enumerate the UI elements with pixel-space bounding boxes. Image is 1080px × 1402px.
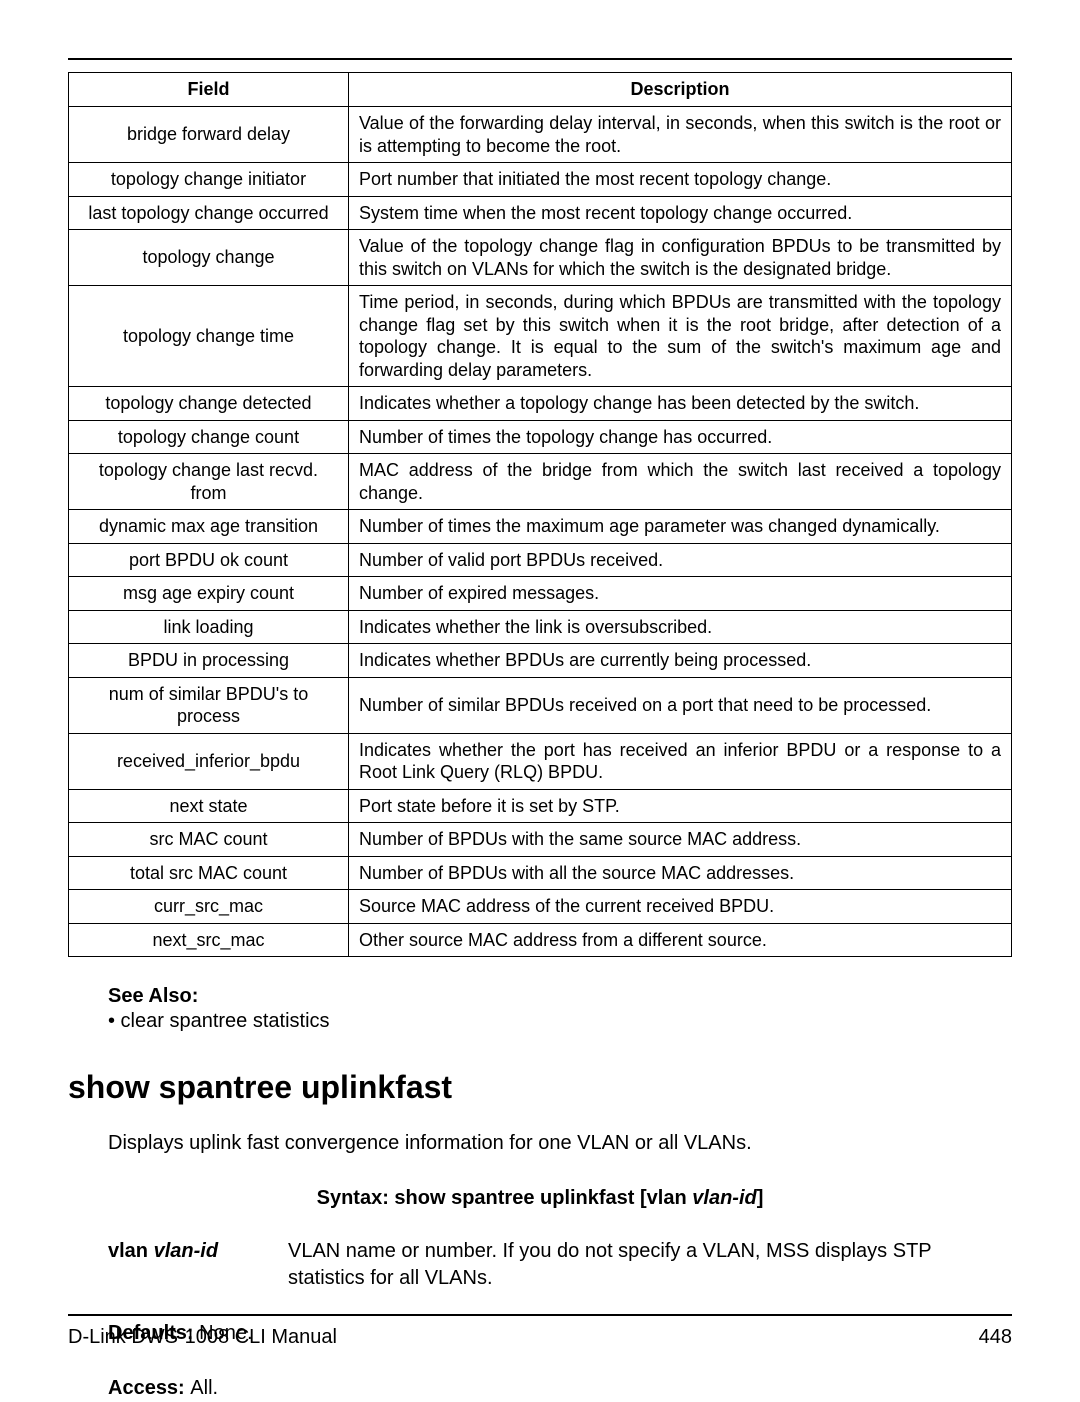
- field-description-table: Field Description bridge forward delayVa…: [68, 72, 1012, 957]
- table-row: num of similar BPDU's to processNumber o…: [69, 677, 1012, 733]
- description-cell: Port number that initiated the most rece…: [349, 163, 1012, 197]
- description-cell: Number of valid port BPDUs received.: [349, 543, 1012, 577]
- header-description: Description: [349, 73, 1012, 107]
- access-line: Access: All.: [108, 1375, 1012, 1402]
- table-row: received_inferior_bpduIndicates whether …: [69, 733, 1012, 789]
- command-description: Displays uplink fast convergence informa…: [108, 1130, 1012, 1157]
- table-row: topology change last recvd. fromMAC addr…: [69, 454, 1012, 510]
- table-row: topology changeValue of the topology cha…: [69, 230, 1012, 286]
- field-cell: total src MAC count: [69, 856, 349, 890]
- field-cell: msg age expiry count: [69, 577, 349, 611]
- description-cell: Number of BPDUs with the same source MAC…: [349, 823, 1012, 857]
- table-row: link loadingIndicates whether the link i…: [69, 610, 1012, 644]
- field-cell: topology change time: [69, 286, 349, 387]
- description-cell: Value of the topology change flag in con…: [349, 230, 1012, 286]
- table-row: last topology change occurredSystem time…: [69, 196, 1012, 230]
- parameter-row: vlan vlan-id VLAN name or number. If you…: [108, 1238, 1012, 1292]
- table-row: topology change countNumber of times the…: [69, 420, 1012, 454]
- description-cell: Port state before it is set by STP.: [349, 789, 1012, 823]
- syntax-prefix: Syntax: show spantree uplinkfast [vlan: [317, 1187, 693, 1209]
- description-cell: Number of times the maximum age paramete…: [349, 510, 1012, 544]
- description-cell: Indicates whether the port has received …: [349, 733, 1012, 789]
- field-cell: port BPDU ok count: [69, 543, 349, 577]
- see-also-section: See Also: • clear spantree statistics: [108, 985, 1012, 1033]
- field-cell: topology change detected: [69, 387, 349, 421]
- field-cell: dynamic max age transition: [69, 510, 349, 544]
- description-cell: Other source MAC address from a differen…: [349, 923, 1012, 957]
- command-heading: show spantree uplinkfast: [68, 1069, 1012, 1106]
- description-cell: Value of the forwarding delay interval, …: [349, 107, 1012, 163]
- access-value: All.: [190, 1377, 218, 1399]
- table-row: src MAC countNumber of BPDUs with the sa…: [69, 823, 1012, 857]
- description-cell: MAC address of the bridge from which the…: [349, 454, 1012, 510]
- syntax-line: Syntax: show spantree uplinkfast [vlan v…: [68, 1187, 1012, 1210]
- footer-rule: [68, 1314, 1012, 1316]
- description-cell: Indicates whether BPDUs are currently be…: [349, 644, 1012, 678]
- field-cell: topology change count: [69, 420, 349, 454]
- parameter-description: VLAN name or number. If you do not speci…: [288, 1238, 1012, 1292]
- footer-page-number: 448: [979, 1326, 1012, 1349]
- field-cell: next_src_mac: [69, 923, 349, 957]
- field-cell: next state: [69, 789, 349, 823]
- field-cell: src MAC count: [69, 823, 349, 857]
- field-cell: topology change initiator: [69, 163, 349, 197]
- table-row: topology change timeTime period, in seco…: [69, 286, 1012, 387]
- page-footer: D-Link DWS-1008 CLI Manual 448: [68, 1314, 1012, 1349]
- table-row: next_src_macOther source MAC address fro…: [69, 923, 1012, 957]
- field-cell: num of similar BPDU's to process: [69, 677, 349, 733]
- table-row: topology change initiatorPort number tha…: [69, 163, 1012, 197]
- access-label: Access:: [108, 1377, 190, 1399]
- field-cell: link loading: [69, 610, 349, 644]
- description-cell: Indicates whether a topology change has …: [349, 387, 1012, 421]
- top-rule: [68, 58, 1012, 60]
- table-row: curr_src_macSource MAC address of the cu…: [69, 890, 1012, 924]
- table-row: total src MAC countNumber of BPDUs with …: [69, 856, 1012, 890]
- see-also-title: See Also:: [108, 985, 1012, 1008]
- field-cell: topology change last recvd. from: [69, 454, 349, 510]
- description-cell: System time when the most recent topolog…: [349, 196, 1012, 230]
- table-row: dynamic max age transitionNumber of time…: [69, 510, 1012, 544]
- description-cell: Source MAC address of the current receiv…: [349, 890, 1012, 924]
- description-cell: Indicates whether the link is oversubscr…: [349, 610, 1012, 644]
- field-cell: topology change: [69, 230, 349, 286]
- param-name-italic: vlan-id: [154, 1240, 218, 1262]
- description-cell: Time period, in seconds, during which BP…: [349, 286, 1012, 387]
- see-also-item: • clear spantree statistics: [108, 1010, 1012, 1033]
- table-row: topology change detectedIndicates whethe…: [69, 387, 1012, 421]
- description-cell: Number of times the topology change has …: [349, 420, 1012, 454]
- table-header-row: Field Description: [69, 73, 1012, 107]
- field-cell: bridge forward delay: [69, 107, 349, 163]
- field-cell: received_inferior_bpdu: [69, 733, 349, 789]
- table-row: port BPDU ok countNumber of valid port B…: [69, 543, 1012, 577]
- table-row: next statePort state before it is set by…: [69, 789, 1012, 823]
- field-cell: last topology change occurred: [69, 196, 349, 230]
- description-cell: Number of expired messages.: [349, 577, 1012, 611]
- field-cell: BPDU in processing: [69, 644, 349, 678]
- table-row: BPDU in processingIndicates whether BPDU…: [69, 644, 1012, 678]
- table-row: bridge forward delayValue of the forward…: [69, 107, 1012, 163]
- param-name-bold: vlan: [108, 1240, 154, 1262]
- description-cell: Number of similar BPDUs received on a po…: [349, 677, 1012, 733]
- description-cell: Number of BPDUs with all the source MAC …: [349, 856, 1012, 890]
- footer-manual-title: D-Link DWS-1008 CLI Manual: [68, 1326, 337, 1349]
- syntax-suffix: ]: [757, 1187, 764, 1209]
- table-row: msg age expiry countNumber of expired me…: [69, 577, 1012, 611]
- syntax-vlan-id: vlan-id: [692, 1187, 756, 1209]
- parameter-name: vlan vlan-id: [108, 1238, 288, 1292]
- field-cell: curr_src_mac: [69, 890, 349, 924]
- header-field: Field: [69, 73, 349, 107]
